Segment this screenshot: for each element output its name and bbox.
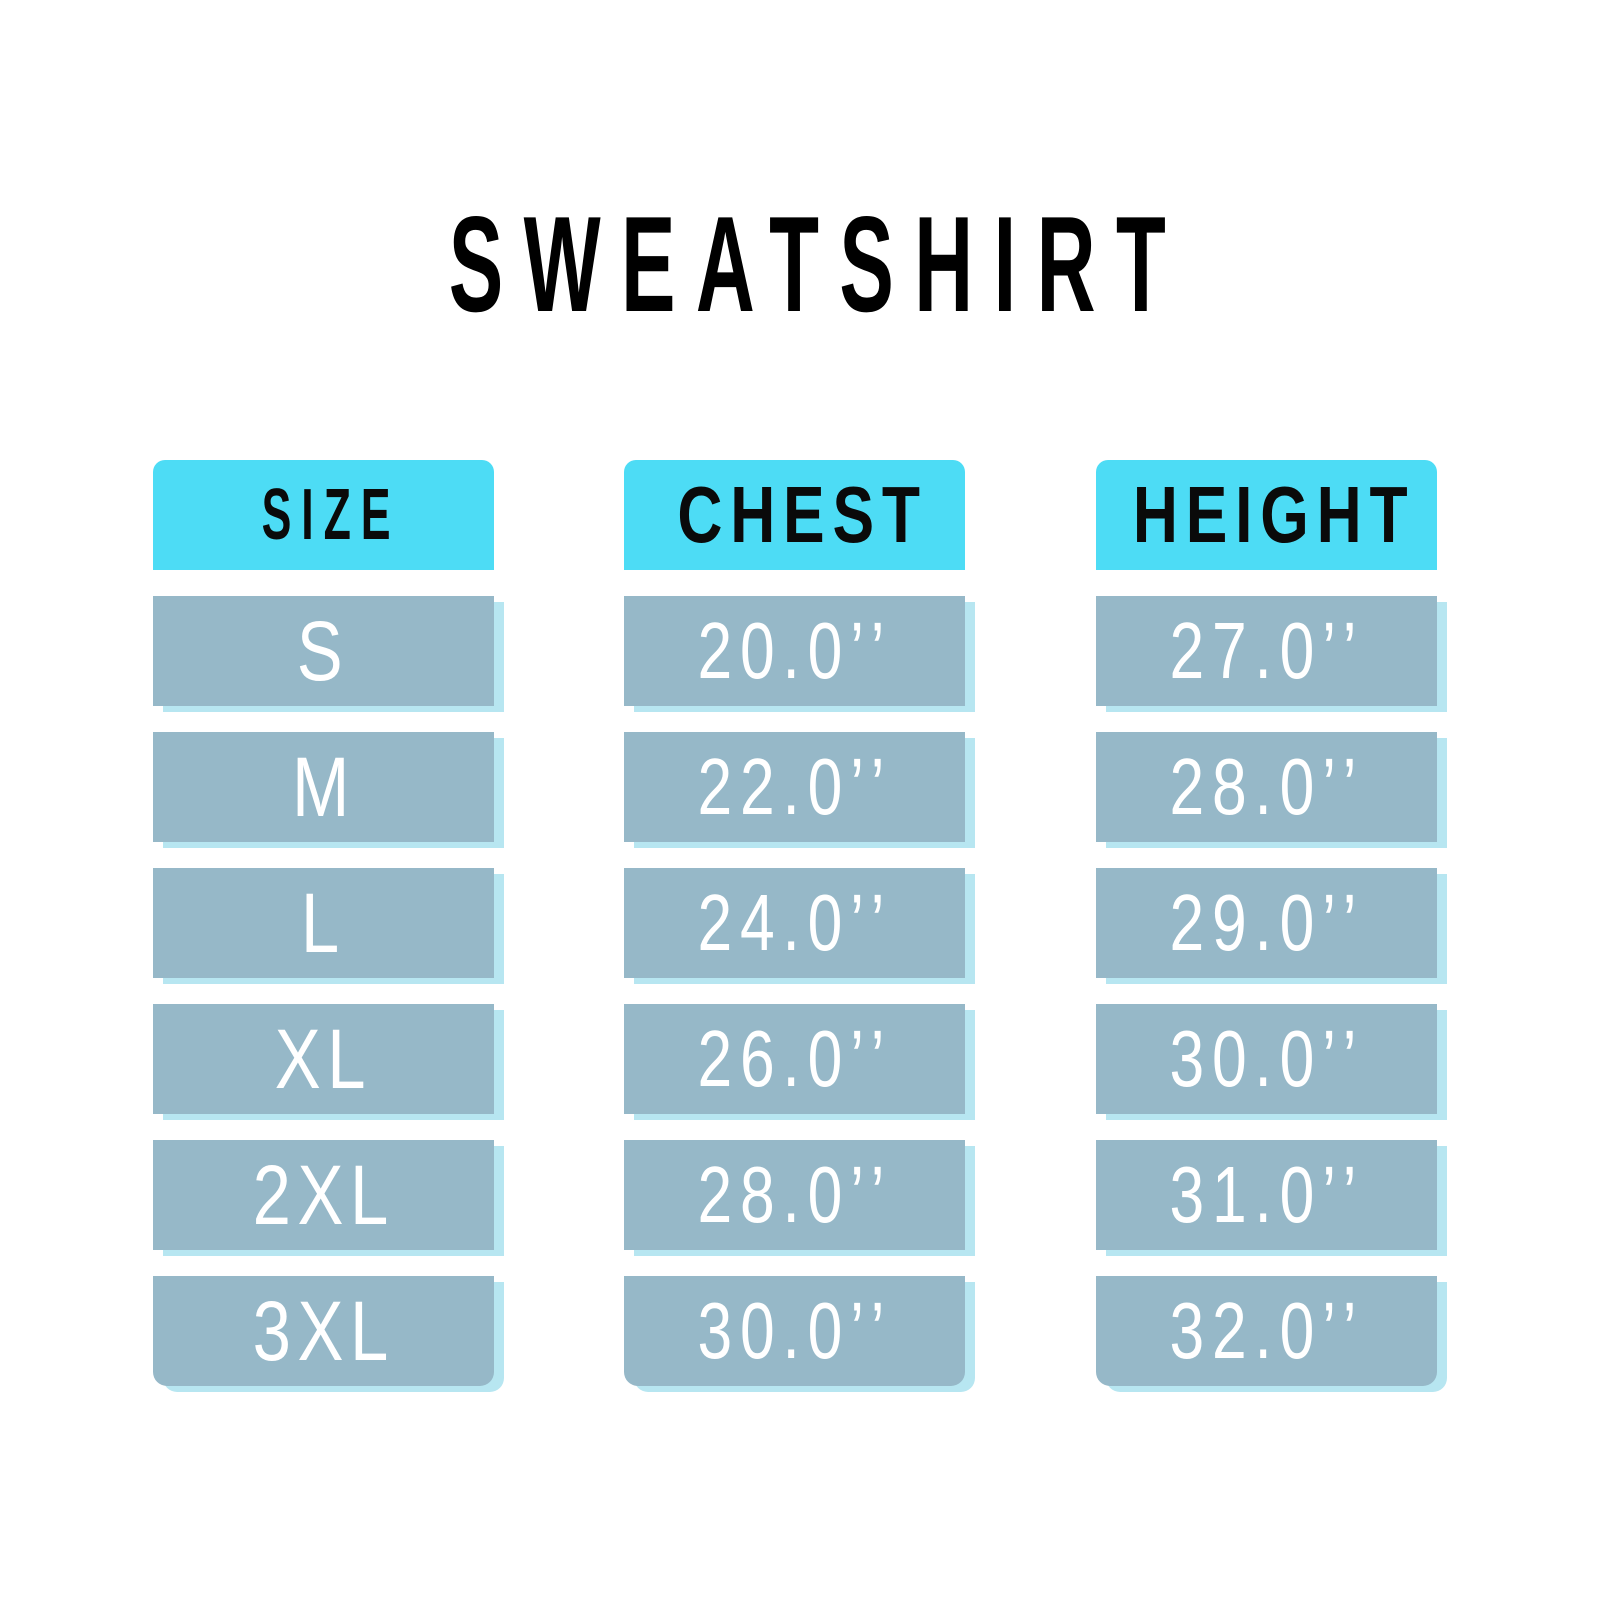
table-cell: L bbox=[153, 868, 504, 984]
cell-value: 3XL bbox=[252, 1283, 395, 1378]
title-text: SWEATSHIRT bbox=[448, 188, 1186, 340]
cell-value: 20.0’’ bbox=[697, 606, 892, 695]
column-header: SIZE bbox=[153, 460, 494, 570]
table-cell: 30.0’’ bbox=[1096, 1004, 1447, 1120]
cell-value: 30.0’’ bbox=[697, 1286, 892, 1375]
cell-face: 3XL bbox=[153, 1276, 494, 1386]
cell-value: XL bbox=[274, 1011, 373, 1106]
cell-face: 2XL bbox=[153, 1140, 494, 1250]
cell-value: 31.0’’ bbox=[1169, 1150, 1364, 1239]
column-size: SIZE S M L XL 2XL 3XL bbox=[153, 460, 504, 1392]
cell-face: 22.0’’ bbox=[624, 732, 965, 842]
column-height: HEIGHT 27.0’’ 28.0’’ 29.0’’ 30.0’’ 31.0’’ 32.0… bbox=[1096, 460, 1447, 1392]
column-header: CHEST bbox=[624, 460, 965, 570]
column-header: HEIGHT bbox=[1096, 460, 1437, 570]
table-cell: 2XL bbox=[153, 1140, 504, 1256]
table-cell: 3XL bbox=[153, 1276, 504, 1392]
cell-face: 31.0’’ bbox=[1096, 1140, 1437, 1250]
header-label: CHEST bbox=[677, 470, 928, 559]
table-cell: 28.0’’ bbox=[1096, 732, 1447, 848]
cell-value: S bbox=[297, 603, 350, 698]
table-cell: 28.0’’ bbox=[624, 1140, 975, 1256]
cell-face: 24.0’’ bbox=[624, 868, 965, 978]
cell-face: 28.0’’ bbox=[624, 1140, 965, 1250]
cell-face: XL bbox=[153, 1004, 494, 1114]
table-cell: 31.0’’ bbox=[1096, 1140, 1447, 1256]
cell-face: 32.0’’ bbox=[1096, 1276, 1437, 1386]
table-cell: M bbox=[153, 732, 504, 848]
cell-face: L bbox=[153, 868, 494, 978]
cell-value: 26.0’’ bbox=[697, 1014, 892, 1103]
cell-value: M bbox=[291, 739, 356, 834]
cell-value: 28.0’’ bbox=[697, 1150, 892, 1239]
cell-face: 30.0’’ bbox=[1096, 1004, 1437, 1114]
cell-face: M bbox=[153, 732, 494, 842]
header-label: SIZE bbox=[262, 475, 401, 555]
table-cell: 30.0’’ bbox=[624, 1276, 975, 1392]
table-cell: 24.0’’ bbox=[624, 868, 975, 984]
cell-value: 28.0’’ bbox=[1169, 742, 1364, 831]
table-cell: 26.0’’ bbox=[624, 1004, 975, 1120]
table-cell: 20.0’’ bbox=[624, 596, 975, 712]
table-cell: 22.0’’ bbox=[624, 732, 975, 848]
cell-value: 22.0’’ bbox=[697, 742, 892, 831]
cell-value: 29.0’’ bbox=[1169, 878, 1364, 967]
cell-value: 2XL bbox=[252, 1147, 395, 1242]
cell-value: 30.0’’ bbox=[1169, 1014, 1364, 1103]
cell-value: 27.0’’ bbox=[1169, 606, 1364, 695]
table-cell: S bbox=[153, 596, 504, 712]
cell-face: S bbox=[153, 596, 494, 706]
cell-value: 24.0’’ bbox=[697, 878, 892, 967]
cell-face: 29.0’’ bbox=[1096, 868, 1437, 978]
cell-value: 32.0’’ bbox=[1169, 1286, 1364, 1375]
chart-title: SWEATSHIRT bbox=[0, 196, 1600, 332]
table-cell: XL bbox=[153, 1004, 504, 1120]
column-chest: CHEST 20.0’’ 22.0’’ 24.0’’ 26.0’’ 28.0’’ 30.0’… bbox=[624, 460, 975, 1392]
cell-face: 26.0’’ bbox=[624, 1004, 965, 1114]
cell-face: 20.0’’ bbox=[624, 596, 965, 706]
header-label: HEIGHT bbox=[1133, 470, 1416, 559]
table-cell: 32.0’’ bbox=[1096, 1276, 1447, 1392]
cell-face: 27.0’’ bbox=[1096, 596, 1437, 706]
cell-face: 28.0’’ bbox=[1096, 732, 1437, 842]
table-cell: 27.0’’ bbox=[1096, 596, 1447, 712]
cell-face: 30.0’’ bbox=[624, 1276, 965, 1386]
table-cell: 29.0’’ bbox=[1096, 868, 1447, 984]
cell-value: L bbox=[301, 875, 346, 970]
